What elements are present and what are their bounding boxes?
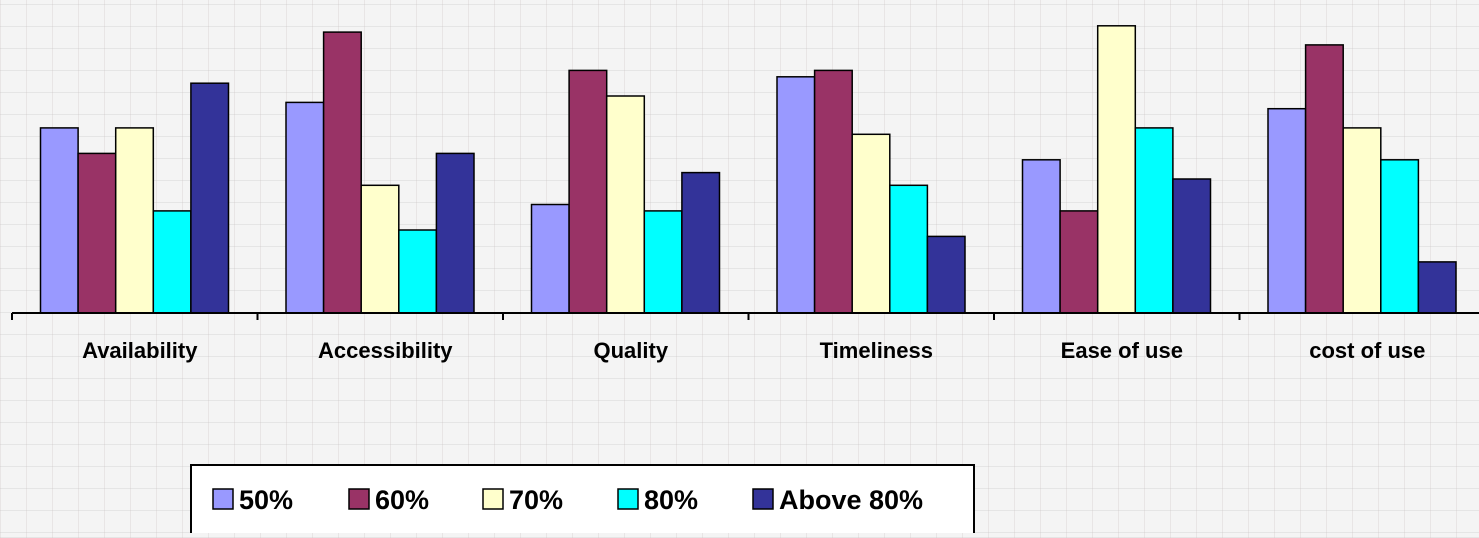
bar-quality-60 (568, 69, 608, 314)
legend-swatch-80 (617, 488, 639, 510)
bars-group (39, 25, 1457, 314)
bar-ease-of-use-80 (1134, 127, 1174, 314)
bar-quality-50 (530, 203, 570, 314)
legend: 50% 60% 70% 80% Above 80% (190, 464, 975, 538)
bar-accessibility-60 (322, 31, 362, 314)
bar-timeliness-above-80 (926, 235, 966, 314)
bar-ease-of-use-above-80 (1172, 178, 1212, 314)
bar-timeliness-70 (851, 133, 891, 314)
category-label-accessibility: Accessibility (318, 338, 453, 363)
bar-availability-60 (77, 152, 117, 314)
category-label-availability: Availability (82, 338, 198, 363)
bar-accessibility-50 (285, 101, 325, 314)
bar-quality-above-80 (681, 171, 721, 314)
bar-ease-of-use-60 (1059, 210, 1099, 314)
bar-availability-70 (114, 127, 155, 314)
category-label-ease-of-use: Ease of use (1061, 338, 1183, 363)
bar-accessibility-80 (398, 229, 438, 314)
bar-cost-of-use-60 (1304, 44, 1344, 314)
category-label-cost-of-use: cost of use (1309, 338, 1425, 363)
x-axis (11, 312, 1479, 320)
bar-availability-50 (39, 127, 79, 314)
bar-quality-80 (643, 210, 683, 314)
legend-swatch-50 (212, 488, 234, 510)
bar-ease-of-use-70 (1096, 25, 1137, 314)
bar-availability-80 (152, 210, 192, 314)
legend-swatch-70 (482, 488, 504, 510)
bar-accessibility-above-80 (435, 152, 475, 314)
bar-timeliness-50 (776, 76, 816, 314)
legend-label-60: 60% (375, 485, 429, 515)
bar-cost-of-use-70 (1342, 127, 1382, 314)
bar-timeliness-80 (889, 184, 929, 314)
legend-label-above-80: Above 80% (779, 485, 923, 515)
legend-label-80: 80% (644, 485, 698, 515)
legend-label-70: 70% (509, 485, 563, 515)
bar-timeliness-60 (813, 69, 853, 314)
bar-cost-of-use-50 (1267, 107, 1307, 314)
legend-box (190, 464, 975, 538)
bar-accessibility-70 (360, 184, 400, 314)
bar-availability-above-80 (190, 82, 230, 314)
category-labels: Availability Accessibility Quality Timeline… (82, 338, 1425, 363)
category-label-timeliness: Timeliness (820, 338, 933, 363)
bar-cost-of-use-above-80 (1417, 261, 1457, 314)
legend-label-50: 50% (239, 485, 293, 515)
bar-quality-70 (605, 95, 646, 314)
bar-ease-of-use-50 (1021, 159, 1061, 314)
legend-swatch-above-80 (752, 488, 774, 510)
category-label-quality: Quality (594, 338, 669, 363)
bar-cost-of-use-80 (1380, 159, 1420, 314)
legend-swatch-60 (348, 488, 370, 510)
